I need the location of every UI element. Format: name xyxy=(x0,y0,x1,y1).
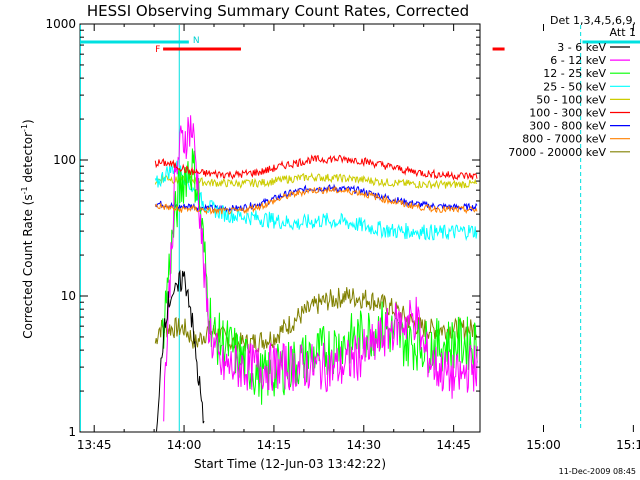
footer-timestamp: 11-Dec-2009 08:45 xyxy=(559,467,636,476)
y-axis-label-mid: detector xyxy=(21,132,35,187)
series-line-100-300-kev xyxy=(154,154,478,181)
y-tick-label: 1000 xyxy=(45,17,76,31)
legend-entry-label: 7000 - 20000 keV xyxy=(508,146,606,159)
legend-entry-label: 25 - 50 keV xyxy=(543,80,606,93)
legend-entry-label: 800 - 7000 keV xyxy=(522,133,606,146)
y-tick-label: 10 xyxy=(61,289,76,303)
series-line-3-6-kev xyxy=(156,269,205,432)
y-tick-label: 100 xyxy=(53,153,76,167)
x-axis: 13:45 14:00 14:15 14:30 14:45 15:00 15:15 xyxy=(77,24,640,452)
x-tick-label: 14:15 xyxy=(257,438,292,452)
y-tick-label: 1 xyxy=(68,425,76,439)
y-axis-label-sup-2: -1 xyxy=(20,124,29,132)
x-tick-label: 15:00 xyxy=(526,438,561,452)
legend-entry-label: 6 - 12 keV xyxy=(550,54,606,67)
x-tick-label: 13:45 xyxy=(77,438,112,452)
legend-entry-label: 12 - 25 keV xyxy=(543,67,606,80)
chart-title: HESSI Observing Summary Count Rates, Cor… xyxy=(87,2,469,20)
legend-entry-label: 300 - 800 keV xyxy=(529,120,606,133)
legend-header-attenuator: Att 1 xyxy=(610,26,636,39)
series-line-6-12-kev xyxy=(163,115,478,422)
y-axis-label-end: ) xyxy=(21,119,35,124)
x-tick-label: 14:00 xyxy=(167,438,202,452)
legend-entry-label: 50 - 100 keV xyxy=(536,93,606,106)
flag-label-flare: F xyxy=(155,45,160,55)
x-tick-label: 15:15 xyxy=(616,438,640,452)
x-tick-label: 14:30 xyxy=(346,438,381,452)
series-line-800-7000-kev xyxy=(154,185,478,215)
series-line-50-100-kev xyxy=(154,172,478,190)
x-axis-label: Start Time (12-Jun-03 13:42:22) xyxy=(194,457,386,471)
series-line-25-50-kev xyxy=(154,160,478,242)
x-tick-label: 14:45 xyxy=(436,438,471,452)
y-axis-label-main: Corrected Count Rate (s xyxy=(21,194,35,338)
flag-label-night: N xyxy=(193,36,200,46)
y-axis: 1 10 100 1000 xyxy=(45,17,480,439)
series-layer xyxy=(154,115,478,432)
y-axis-label-sup-1: -1 xyxy=(20,186,29,194)
legend-header-detectors: Det 1,3,4,5,6,9, xyxy=(550,14,636,27)
legend-entry-label: 100 - 300 keV xyxy=(529,107,606,120)
y-axis-label: Corrected Count Rate (s-1 detector-1) xyxy=(20,119,35,338)
series-line-12-25-kev xyxy=(161,148,478,405)
annotation-layer: FN xyxy=(79,25,640,431)
legend-entry-label: 3 - 6 keV xyxy=(557,41,606,54)
